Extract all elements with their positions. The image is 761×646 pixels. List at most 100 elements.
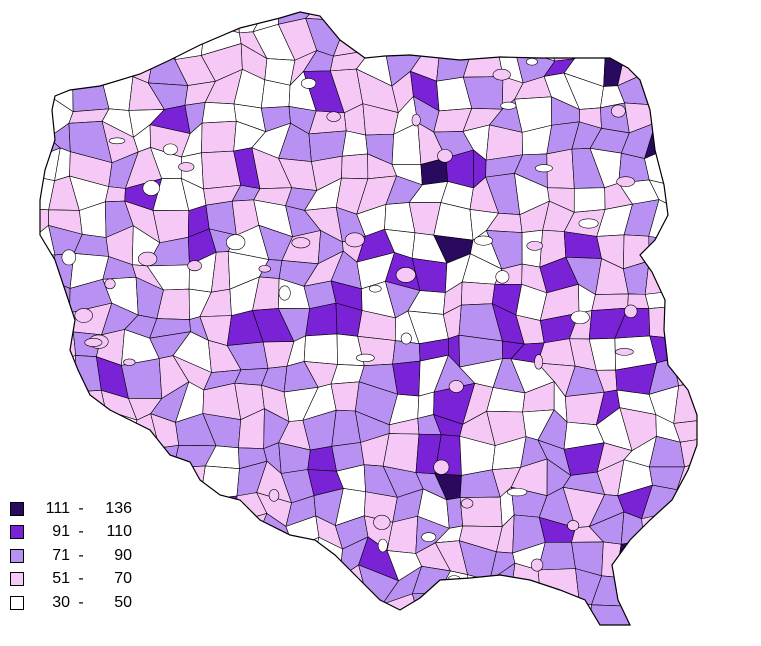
town-enclave bbox=[421, 532, 437, 542]
district-region bbox=[201, 101, 237, 124]
district-region bbox=[702, 177, 732, 215]
district-region bbox=[328, 596, 369, 625]
legend-separator: - bbox=[78, 593, 84, 611]
district-region bbox=[673, 12, 697, 34]
district-region bbox=[175, 602, 209, 624]
district-region bbox=[601, 541, 622, 578]
district-region bbox=[724, 515, 757, 548]
district-region bbox=[157, 512, 190, 552]
district-region bbox=[699, 492, 730, 519]
town-enclave bbox=[54, 54, 71, 65]
district-region bbox=[590, 628, 633, 641]
district-region bbox=[225, 562, 270, 603]
legend-low: 30 bbox=[52, 593, 70, 611]
district-region bbox=[745, 305, 761, 345]
district-region bbox=[305, 12, 348, 22]
town-enclave bbox=[615, 348, 634, 356]
town-enclave bbox=[624, 304, 638, 319]
district-region bbox=[340, 12, 372, 22]
district-region bbox=[694, 356, 697, 399]
district-region bbox=[723, 547, 756, 575]
district-region bbox=[574, 628, 596, 641]
district-region bbox=[724, 365, 757, 398]
town-enclave bbox=[658, 244, 668, 255]
town-enclave bbox=[104, 278, 116, 290]
country-outline bbox=[39, 11, 698, 626]
district-region bbox=[756, 99, 761, 137]
district-region bbox=[74, 12, 110, 30]
district-region bbox=[679, 437, 697, 468]
district-region bbox=[704, 413, 734, 437]
district-region bbox=[510, 12, 539, 22]
district-region bbox=[644, 565, 683, 602]
district-region bbox=[355, 614, 387, 625]
district-region bbox=[752, 0, 761, 34]
district-region bbox=[175, 570, 209, 607]
district-region bbox=[676, 489, 697, 520]
district-region bbox=[151, 620, 181, 625]
district-region bbox=[694, 12, 697, 34]
district-region bbox=[0, 255, 27, 292]
district-region bbox=[253, 592, 284, 625]
district-region bbox=[465, 617, 502, 625]
district-region bbox=[643, 540, 683, 572]
district-region bbox=[329, 626, 366, 641]
district-region bbox=[752, 548, 761, 575]
district-region bbox=[695, 538, 697, 568]
district-region bbox=[418, 627, 440, 641]
district-region bbox=[72, 52, 101, 83]
district-region bbox=[128, 442, 160, 469]
district-region bbox=[591, 293, 629, 311]
district-region bbox=[179, 12, 213, 25]
district-region bbox=[757, 396, 761, 420]
district-region bbox=[746, 339, 761, 365]
legend-swatch bbox=[10, 595, 24, 610]
district-region bbox=[497, 21, 515, 51]
district-region bbox=[0, 616, 34, 641]
district-region bbox=[537, 568, 580, 603]
district-region bbox=[700, 436, 735, 467]
district-region bbox=[4, 382, 29, 421]
district-region bbox=[537, 16, 575, 62]
town-enclave bbox=[377, 538, 388, 553]
town-enclave bbox=[247, 589, 262, 599]
town-enclave bbox=[635, 535, 654, 549]
district-region bbox=[0, 237, 27, 266]
district-region bbox=[746, 355, 761, 396]
town-enclave bbox=[461, 498, 474, 509]
town-enclave bbox=[344, 232, 365, 248]
town-enclave bbox=[670, 93, 682, 107]
district-region bbox=[701, 209, 736, 240]
town-enclave bbox=[74, 308, 93, 323]
district-region bbox=[0, 413, 29, 446]
district-region bbox=[314, 622, 344, 625]
district-region bbox=[678, 239, 697, 255]
district-region bbox=[0, 0, 33, 25]
district-region bbox=[749, 178, 761, 209]
district-region bbox=[649, 20, 682, 61]
district-region bbox=[260, 79, 291, 109]
district-region bbox=[3, 339, 32, 368]
district-region bbox=[104, 186, 126, 203]
district-region bbox=[40, 617, 57, 625]
district-region bbox=[669, 337, 697, 359]
town-enclave bbox=[225, 234, 246, 251]
district-region bbox=[152, 464, 184, 504]
district-region bbox=[436, 617, 468, 625]
town-enclave bbox=[500, 101, 517, 110]
legend-high: 50 bbox=[114, 593, 132, 611]
district-region bbox=[730, 280, 753, 320]
district-region bbox=[673, 382, 697, 424]
district-region bbox=[649, 52, 682, 81]
district-region bbox=[700, 519, 730, 547]
district-region bbox=[412, 592, 440, 625]
town-enclave bbox=[535, 164, 553, 173]
district-region bbox=[648, 306, 675, 339]
district-region bbox=[692, 128, 697, 163]
district-region bbox=[750, 574, 761, 598]
district-region bbox=[695, 69, 697, 104]
legend-row: 30 - 50 bbox=[10, 591, 140, 615]
district-region bbox=[201, 619, 238, 625]
district-region bbox=[734, 592, 756, 633]
district-region bbox=[436, 592, 470, 625]
